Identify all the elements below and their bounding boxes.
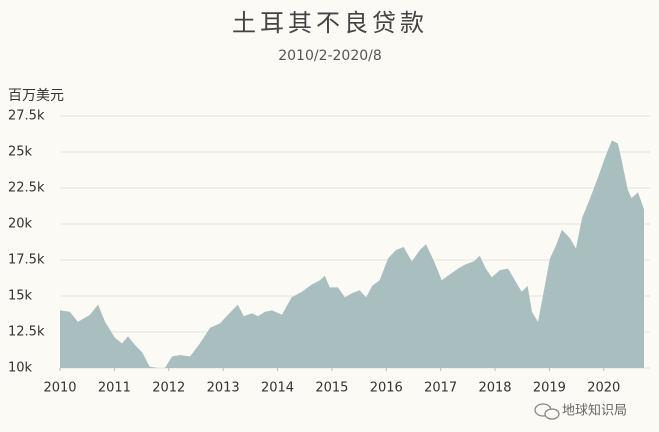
x-tick-label: 2013 [207, 381, 240, 396]
area [60, 140, 644, 368]
x-tick-label: 2018 [478, 381, 511, 396]
x-tick-label: 2010 [43, 381, 76, 396]
y-tick-label: 27.5k [8, 109, 45, 124]
y-tick-label: 10k [8, 361, 33, 376]
y-tick-label: 17.5k [8, 253, 45, 268]
y-axis-label: 百万美元 [8, 88, 64, 104]
x-tick-label: 2015 [315, 381, 348, 396]
x-tick-label: 2016 [370, 381, 403, 396]
x-tick-label: 2019 [533, 381, 566, 396]
x-tick-label: 2011 [98, 381, 131, 396]
y-tick-label: 22.5k [8, 181, 45, 196]
watermark-icon [534, 403, 560, 420]
watermark: 地球知识局 [562, 403, 627, 419]
x-tick-label: 2014 [261, 381, 294, 396]
x-tick-label: 2020 [587, 381, 620, 396]
chart-subtitle: 2010/2-2020/8 [278, 48, 382, 64]
x-tick-label: 2012 [152, 381, 185, 396]
y-tick-label: 12.5k [8, 325, 45, 340]
chart-title: 土耳其不良贷款 [232, 9, 428, 37]
y-tick-label: 20k [8, 217, 33, 232]
y-tick-label: 15k [8, 289, 33, 304]
y-tick-label: 25k [8, 145, 33, 160]
x-tick-label: 2017 [424, 381, 457, 396]
